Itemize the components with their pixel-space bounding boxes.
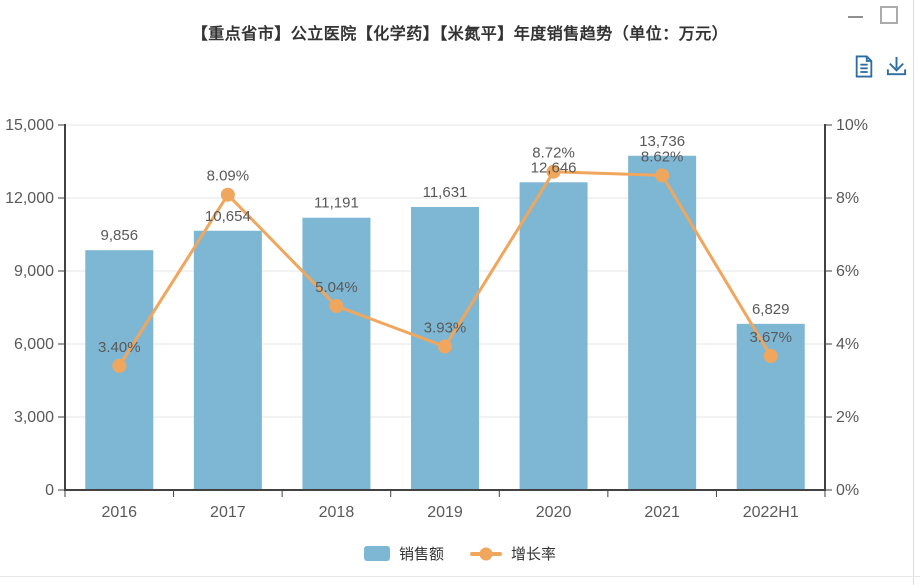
line-series-dot — [479, 547, 493, 560]
legend-item-sales[interactable]: 销售额 — [363, 543, 444, 564]
growth-value-label: 8.62% — [641, 148, 684, 165]
x-axis-label: 2020 — [536, 504, 572, 521]
bar-value-label: 6,829 — [752, 301, 790, 318]
growth-value-label: 8.09% — [207, 168, 250, 185]
growth-point-2018[interactable] — [329, 299, 344, 314]
growth-value-label: 5.04% — [315, 279, 358, 296]
bar-value-label: 9,856 — [101, 227, 139, 244]
bar-2017[interactable] — [193, 230, 262, 490]
legend-label-growth: 增长率 — [511, 546, 557, 563]
left-axis-tick-label: 15,000 — [5, 117, 54, 134]
bar-2021[interactable] — [628, 155, 697, 491]
growth-point-2021[interactable] — [655, 168, 670, 183]
x-axis-label: 2021 — [644, 504, 680, 521]
growth-point-2016[interactable] — [112, 358, 127, 373]
window-controls — [848, 6, 898, 24]
download-icon[interactable] — [885, 54, 908, 79]
report-icon[interactable] — [853, 54, 875, 79]
bar-value-label: 13,736 — [639, 133, 685, 150]
left-axis-tick-label: 3,000 — [14, 409, 54, 426]
right-axis-tick-label: 6% — [836, 263, 859, 280]
bar-value-label: 10,654 — [205, 208, 251, 225]
left-axis-tick-label: 0 — [45, 482, 54, 499]
growth-value-label: 3.67% — [749, 329, 792, 346]
bar-series-swatch — [363, 546, 390, 561]
x-axis-label: 2019 — [427, 504, 463, 521]
panel-right-border — [913, 0, 914, 585]
right-axis-tick-label: 10% — [836, 117, 868, 134]
growth-point-2020[interactable] — [546, 164, 561, 179]
left-axis-tick-label: 12,000 — [5, 190, 54, 207]
growth-point-2022H1[interactable] — [763, 349, 778, 364]
right-axis-tick-label: 2% — [836, 409, 859, 426]
right-axis-tick-label: 8% — [836, 190, 859, 207]
left-axis-tick-label: 9,000 — [14, 263, 54, 280]
right-axis-tick-label: 0% — [836, 482, 859, 499]
x-axis-label: 2016 — [101, 504, 137, 521]
line-series-marker — [470, 547, 502, 560]
growth-point-2019[interactable] — [438, 339, 452, 354]
bar-value-label: 11,191 — [314, 195, 359, 212]
maximize-icon[interactable] — [880, 6, 898, 24]
bar-2020[interactable] — [519, 182, 588, 490]
x-axis-label: 2022H1 — [743, 504, 799, 521]
left-axis-tick-label: 6,000 — [14, 336, 54, 353]
bar-value-label: 11,631 — [423, 184, 468, 201]
legend-item-growth[interactable]: 增长率 — [470, 543, 556, 564]
bar-2022H1[interactable] — [736, 323, 805, 490]
growth-value-label: 3.93% — [424, 320, 467, 337]
panel-bottom-border — [0, 576, 920, 577]
legend-label-sales: 销售额 — [398, 546, 444, 563]
bar-2018[interactable] — [302, 217, 371, 490]
growth-value-label: 3.40% — [98, 339, 141, 356]
page-title: 【重点省市】公立医院【化学药】【米氮平】年度销售趋势（单位：万元） — [191, 26, 729, 43]
growth-value-label: 8.72% — [532, 145, 575, 162]
growth-point-2017[interactable] — [220, 187, 235, 202]
bar-value-label: 12,646 — [531, 159, 577, 176]
minimize-icon[interactable] — [848, 16, 863, 18]
x-axis-label: 2018 — [319, 504, 355, 521]
x-axis-label: 2017 — [210, 504, 246, 521]
chart-toolbar — [853, 54, 908, 79]
right-axis-tick-label: 4% — [836, 336, 859, 353]
chart-legend: 销售额 增长率 — [0, 543, 920, 564]
